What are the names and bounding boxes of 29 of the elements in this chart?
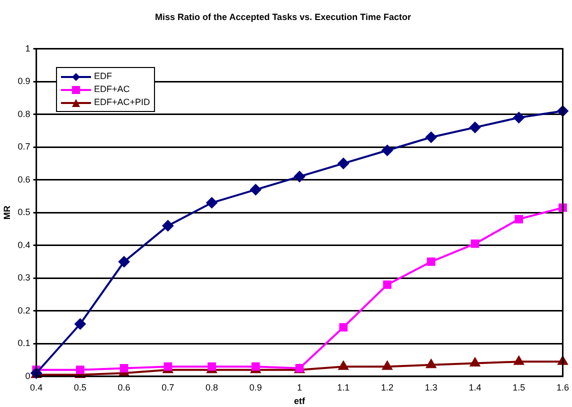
x-tick-label: 1.2 [381,382,394,392]
x-axis-title: etf [294,396,306,406]
x-tick-label: 1.4 [468,382,482,392]
x-tick-label: 1.5 [512,382,526,392]
x-tick-label: 1.3 [424,382,438,392]
y-tick-label: 0.8 [18,108,30,119]
x-tick-label: 1.1 [337,382,350,392]
y-tick-label: 0.5 [18,207,30,218]
x-tick-label: 0.7 [162,382,174,392]
y-axis-title: MR [2,205,12,220]
y-tick-label: 0.1 [18,338,30,348]
y-tick-label: 0.3 [18,272,30,283]
chart-title: Miss Ratio of the Accepted Tasks vs. Execution Time Factor [155,12,412,22]
legend-label: EDF+AC+PID [94,96,150,109]
legend-label: EDF+AC [94,83,130,96]
x-tick-label: 1 [297,382,302,392]
x-tick-label: 0.9 [249,382,262,392]
y-tick-label: 0.7 [18,142,30,152]
y-tick-label: 0.6 [18,174,30,184]
x-tick-label: 0.8 [206,382,218,392]
y-tick-label: 0 [25,370,30,381]
x-tick-label: 0.6 [118,382,130,392]
y-tick-label: 0.9 [18,76,30,86]
y-tick-label: 0.4 [18,240,30,250]
x-tick-label: 0.5 [74,382,86,392]
y-tick-label: 1 [25,43,30,54]
legend-label: EDF [94,70,112,83]
y-tick-label: 0.2 [18,305,30,316]
x-tick-label: 1.6 [556,382,569,392]
